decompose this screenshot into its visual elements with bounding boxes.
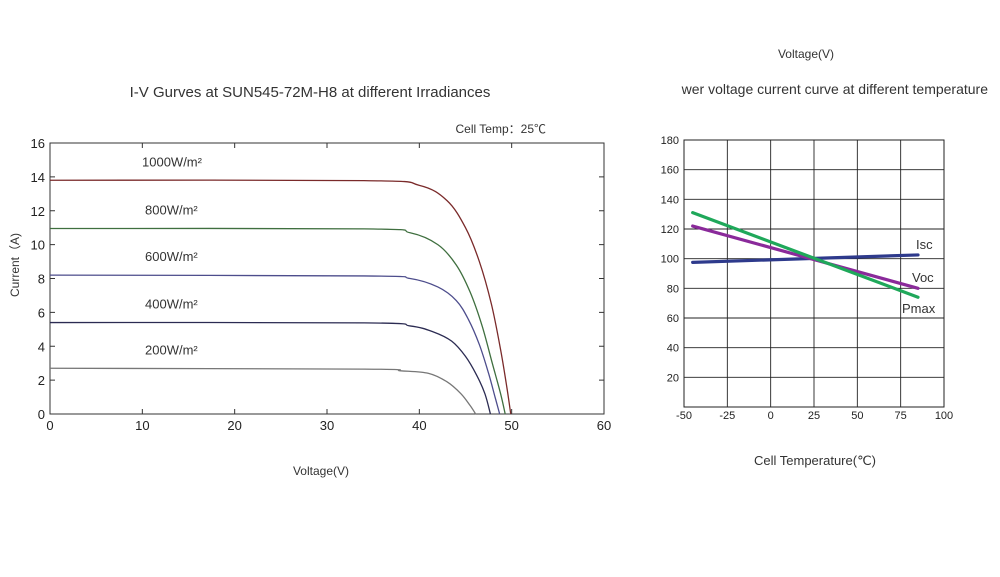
temp-x-ticks: -50 -25 0 25 50 75 100 [676,410,953,422]
iv-y-tick-label: 16 [31,136,45,151]
temp-x-tick-label: -50 [676,410,692,422]
temp-series-label-isc: Isc [916,237,933,252]
temp-x-tick-label: 50 [851,410,863,422]
iv-y-tick-label: 10 [31,238,45,253]
iv-x-axis-label: Voltage(V) [293,464,349,478]
iv-series-label-4: 200W/m² [145,342,198,357]
temp-y-tick-label: 20 [667,372,679,384]
iv-y-ticks: 0 2 4 6 8 10 12 14 16 [31,136,604,422]
iv-series-label-3: 400W/m² [145,297,198,312]
iv-series-line-2 [49,274,501,415]
iv-series-line-4 [49,367,477,415]
iv-series-label-2: 600W/m² [145,249,198,264]
temp-chart-top-label: Voltage(V) [778,47,834,61]
temp-y-tick-label: 60 [667,313,679,325]
temp-y-tick-label: 80 [667,283,679,295]
iv-series-line-0 [49,179,512,415]
iv-chart-subtitle: Cell Temp：25℃ [456,122,546,136]
iv-plot-frame [49,142,605,415]
temp-series-label-voc: Voc [912,270,934,285]
temp-y-tick-label: 120 [661,224,679,236]
temp-plot-frame [683,139,945,408]
temp-chart-title: wer voltage current curve at different t… [681,81,989,97]
iv-x-tick-label: 10 [135,418,149,433]
temp-y-tick-label: 180 [661,135,679,147]
temp-x-tick-label: 25 [808,410,820,422]
iv-x-tick-label: 60 [597,418,611,433]
iv-x-tick-label: 50 [504,418,518,433]
iv-series-label-1: 800W/m² [145,203,198,218]
temp-y-tick-label: 140 [661,194,679,206]
iv-y-tick-label: 0 [38,407,45,422]
temp-y-ticks: 20 40 60 80 100 120 140 160 180 [661,135,679,384]
iv-x-tick-label: 20 [227,418,241,433]
iv-y-tick-label: 4 [38,339,45,354]
temp-x-tick-label: 75 [895,410,907,422]
iv-y-tick-label: 6 [38,305,45,320]
iv-y-tick-label: 12 [31,204,45,219]
iv-series-line-1 [49,227,506,415]
iv-series-label-0: 1000W/m² [142,154,203,169]
temp-y-tick-label: 100 [661,254,679,266]
temp-series-labels: Isc Voc Pmax [902,237,936,316]
temp-x-tick-label: -25 [719,410,735,422]
iv-series-group [49,179,512,415]
temp-y-tick-label: 40 [667,343,679,355]
temp-y-tick-label: 160 [661,165,679,177]
iv-x-tick-label: 40 [412,418,426,433]
temp-x-axis-label: Cell Temperature(℃) [754,453,876,468]
temp-x-tick-label: 100 [935,410,953,422]
temp-series-label-pmax: Pmax [902,301,936,316]
temp-x-tick-label: 0 [768,410,774,422]
temp-series-line-pmax [691,211,920,299]
iv-y-tick-label: 14 [31,170,45,185]
iv-y-axis-label: Current（A) [8,233,22,297]
iv-y-tick-label: 8 [38,272,45,287]
temp-series-line-voc [691,224,920,290]
iv-series-labels: 1000W/m² 800W/m² 600W/m² 400W/m² 200W/m² [142,154,203,357]
iv-x-tick-label: 30 [320,418,334,433]
temp-series-group [691,211,920,299]
iv-y-tick-label: 2 [38,373,45,388]
temp-grid [683,139,945,407]
iv-x-ticks: 0 10 20 30 40 50 60 [46,143,611,433]
iv-chart-title: I-V Gurves at SUN545-72M-H8 at different… [130,84,491,101]
iv-x-tick-label: 0 [46,418,53,433]
iv-series-line-3 [49,321,492,415]
